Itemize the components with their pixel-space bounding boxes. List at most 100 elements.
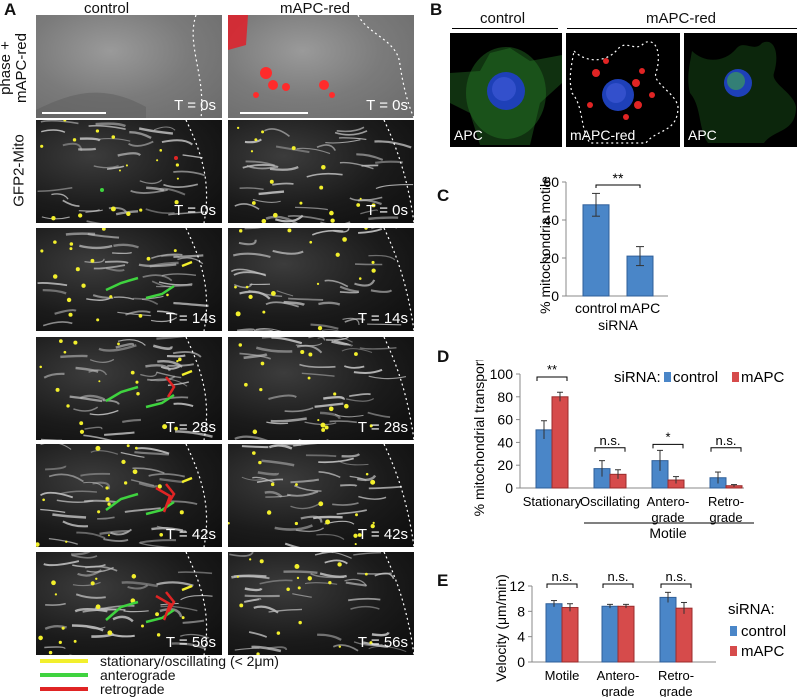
x-tick-label: Retro-: [658, 668, 694, 683]
sig-bracket: [536, 376, 568, 381]
legend-swatch-control: [664, 372, 671, 382]
panel-a-letter: A: [4, 0, 17, 19]
b-caption: mAPC-red: [570, 127, 636, 143]
legend-swatch-control: [730, 626, 737, 636]
b-header-mapc-line: [567, 28, 797, 29]
y-tick-label: 40: [543, 212, 559, 228]
x-tick-label: Oscillating: [580, 494, 640, 509]
b-header-control-line: [452, 28, 558, 29]
legend-item-stationary: stationary/oscillating (< 2μm): [40, 653, 279, 669]
legend-label-control: control: [673, 369, 718, 386]
x-tick-label: mAPC: [620, 300, 660, 316]
y-tick-label: 40: [497, 434, 513, 450]
sig-label: **: [547, 362, 557, 377]
timestamp: T = 56s: [357, 634, 408, 651]
bar: [545, 603, 563, 663]
y-tick-label: 20: [497, 457, 513, 473]
bar: [675, 607, 693, 663]
sig-bracket: [546, 583, 578, 588]
legend-swatch-yellow: [40, 659, 88, 663]
x-tick-label: grade: [659, 684, 692, 697]
legend-label: stationary/oscillating (< 2μm): [100, 653, 279, 669]
y-axis-label: % mitochondrial transport: [471, 360, 487, 516]
legend-label: anterograde: [100, 667, 176, 683]
legend-label-mapc: mAPC: [741, 643, 785, 660]
bar: [561, 607, 579, 663]
sig-label: *: [665, 429, 670, 444]
timestamp: T = 0s: [174, 202, 216, 219]
sig-label: n.s.: [552, 570, 573, 584]
timestamp: T = 56s: [165, 634, 216, 651]
row-label-gfp: GFP2-Mito: [10, 134, 28, 207]
col-header-mapc-red: mAPC-red: [280, 0, 351, 17]
phase-image-mapc: T = 0s: [228, 15, 414, 118]
y-tick-label: 0: [517, 654, 525, 670]
phase-image-control: T = 0s: [36, 15, 222, 118]
timestamp: T = 0s: [174, 97, 216, 114]
x-tick-label: Stationary: [523, 494, 582, 509]
legend-item-retrograde: retrograde: [40, 681, 279, 697]
gfp-image-control: T = 28s: [36, 337, 222, 440]
y-tick-label: 60: [543, 174, 559, 190]
motile-group-label: Motile: [649, 525, 687, 540]
timestamp: T = 14s: [165, 310, 216, 327]
x-tick-label: grade: [709, 510, 742, 525]
y-tick-label: 0: [505, 480, 513, 496]
y-tick-label: 100: [490, 366, 514, 382]
panel-e-letter: E: [437, 571, 449, 590]
sig-label: n.s.: [608, 570, 629, 584]
sig-bracket: [594, 447, 626, 452]
chart-d: 0 20 40 60 80 100 Stationary ** Oscillating n.s. A…: [471, 360, 785, 540]
panel-b-letter: B: [430, 0, 443, 19]
legend-swatch-green: [40, 673, 88, 677]
timestamp: T = 42s: [357, 526, 408, 543]
gfp-image-control: T = 14s: [36, 228, 222, 331]
bar: [601, 605, 619, 663]
x-axis-label: siRNA: [598, 317, 638, 333]
legend-title: siRNA:: [614, 369, 661, 386]
x-tick-label: Antero-: [647, 494, 690, 509]
col-header-control: control: [84, 0, 130, 17]
y-axis-label: Velocity (μm/min): [493, 574, 509, 682]
legend-title: siRNA:: [728, 601, 775, 618]
sig-label: n.s.: [600, 433, 621, 448]
sig-bracket: [602, 583, 634, 588]
b-image-mapc-apc: APC: [684, 33, 797, 147]
bar: [551, 396, 569, 489]
y-tick-label: 80: [497, 389, 513, 405]
legend-swatch-red: [40, 687, 88, 691]
legend-swatch-mapc: [730, 646, 737, 656]
row-label-phase: phase + mAPC-red: [0, 33, 30, 104]
x-tick-label: Retro-: [708, 494, 744, 509]
gfp-image-control: T = 56s: [36, 552, 222, 655]
b-header-mapc: mAPC-red: [646, 10, 717, 27]
legend-label-control: control: [741, 623, 786, 640]
x-tick-label: control: [575, 300, 617, 316]
gfp-image-control: T = 42s: [36, 444, 222, 547]
gfp-image-control: T = 0s: [36, 120, 222, 223]
sig-label: **: [613, 170, 624, 186]
y-tick-label: 60: [497, 412, 513, 428]
x-tick-label: grade: [601, 684, 634, 697]
timestamp: T = 0s: [366, 97, 408, 114]
gfp-image-mapc: T = 14s: [228, 228, 414, 331]
timestamp: T = 28s: [357, 419, 408, 436]
y-tick-label: 12: [509, 578, 525, 594]
sig-bracket: [652, 443, 684, 449]
gfp-image-mapc: T = 0s: [228, 120, 414, 223]
y-axis-label: % mitochondria motile: [537, 176, 553, 314]
legend-label-mapc: mAPC: [741, 369, 785, 386]
legend-swatch-mapc: [732, 372, 739, 382]
gfp-image-mapc: T = 42s: [228, 444, 414, 547]
sig-label: n.s.: [666, 570, 687, 584]
chart-e: 0 4 8 12 Motile n.s. Antero-grade n.s. Retro-gra…: [493, 570, 786, 697]
bar: [582, 204, 610, 297]
sig-bracket: [660, 583, 692, 588]
x-tick-label: Motile: [545, 668, 580, 683]
sig-bracket: [710, 447, 742, 452]
sig-label: n.s.: [716, 433, 737, 448]
sig-bracket: [595, 184, 641, 188]
bar: [617, 605, 635, 663]
timestamp: T = 28s: [165, 419, 216, 436]
panel-d-letter: D: [437, 347, 450, 366]
